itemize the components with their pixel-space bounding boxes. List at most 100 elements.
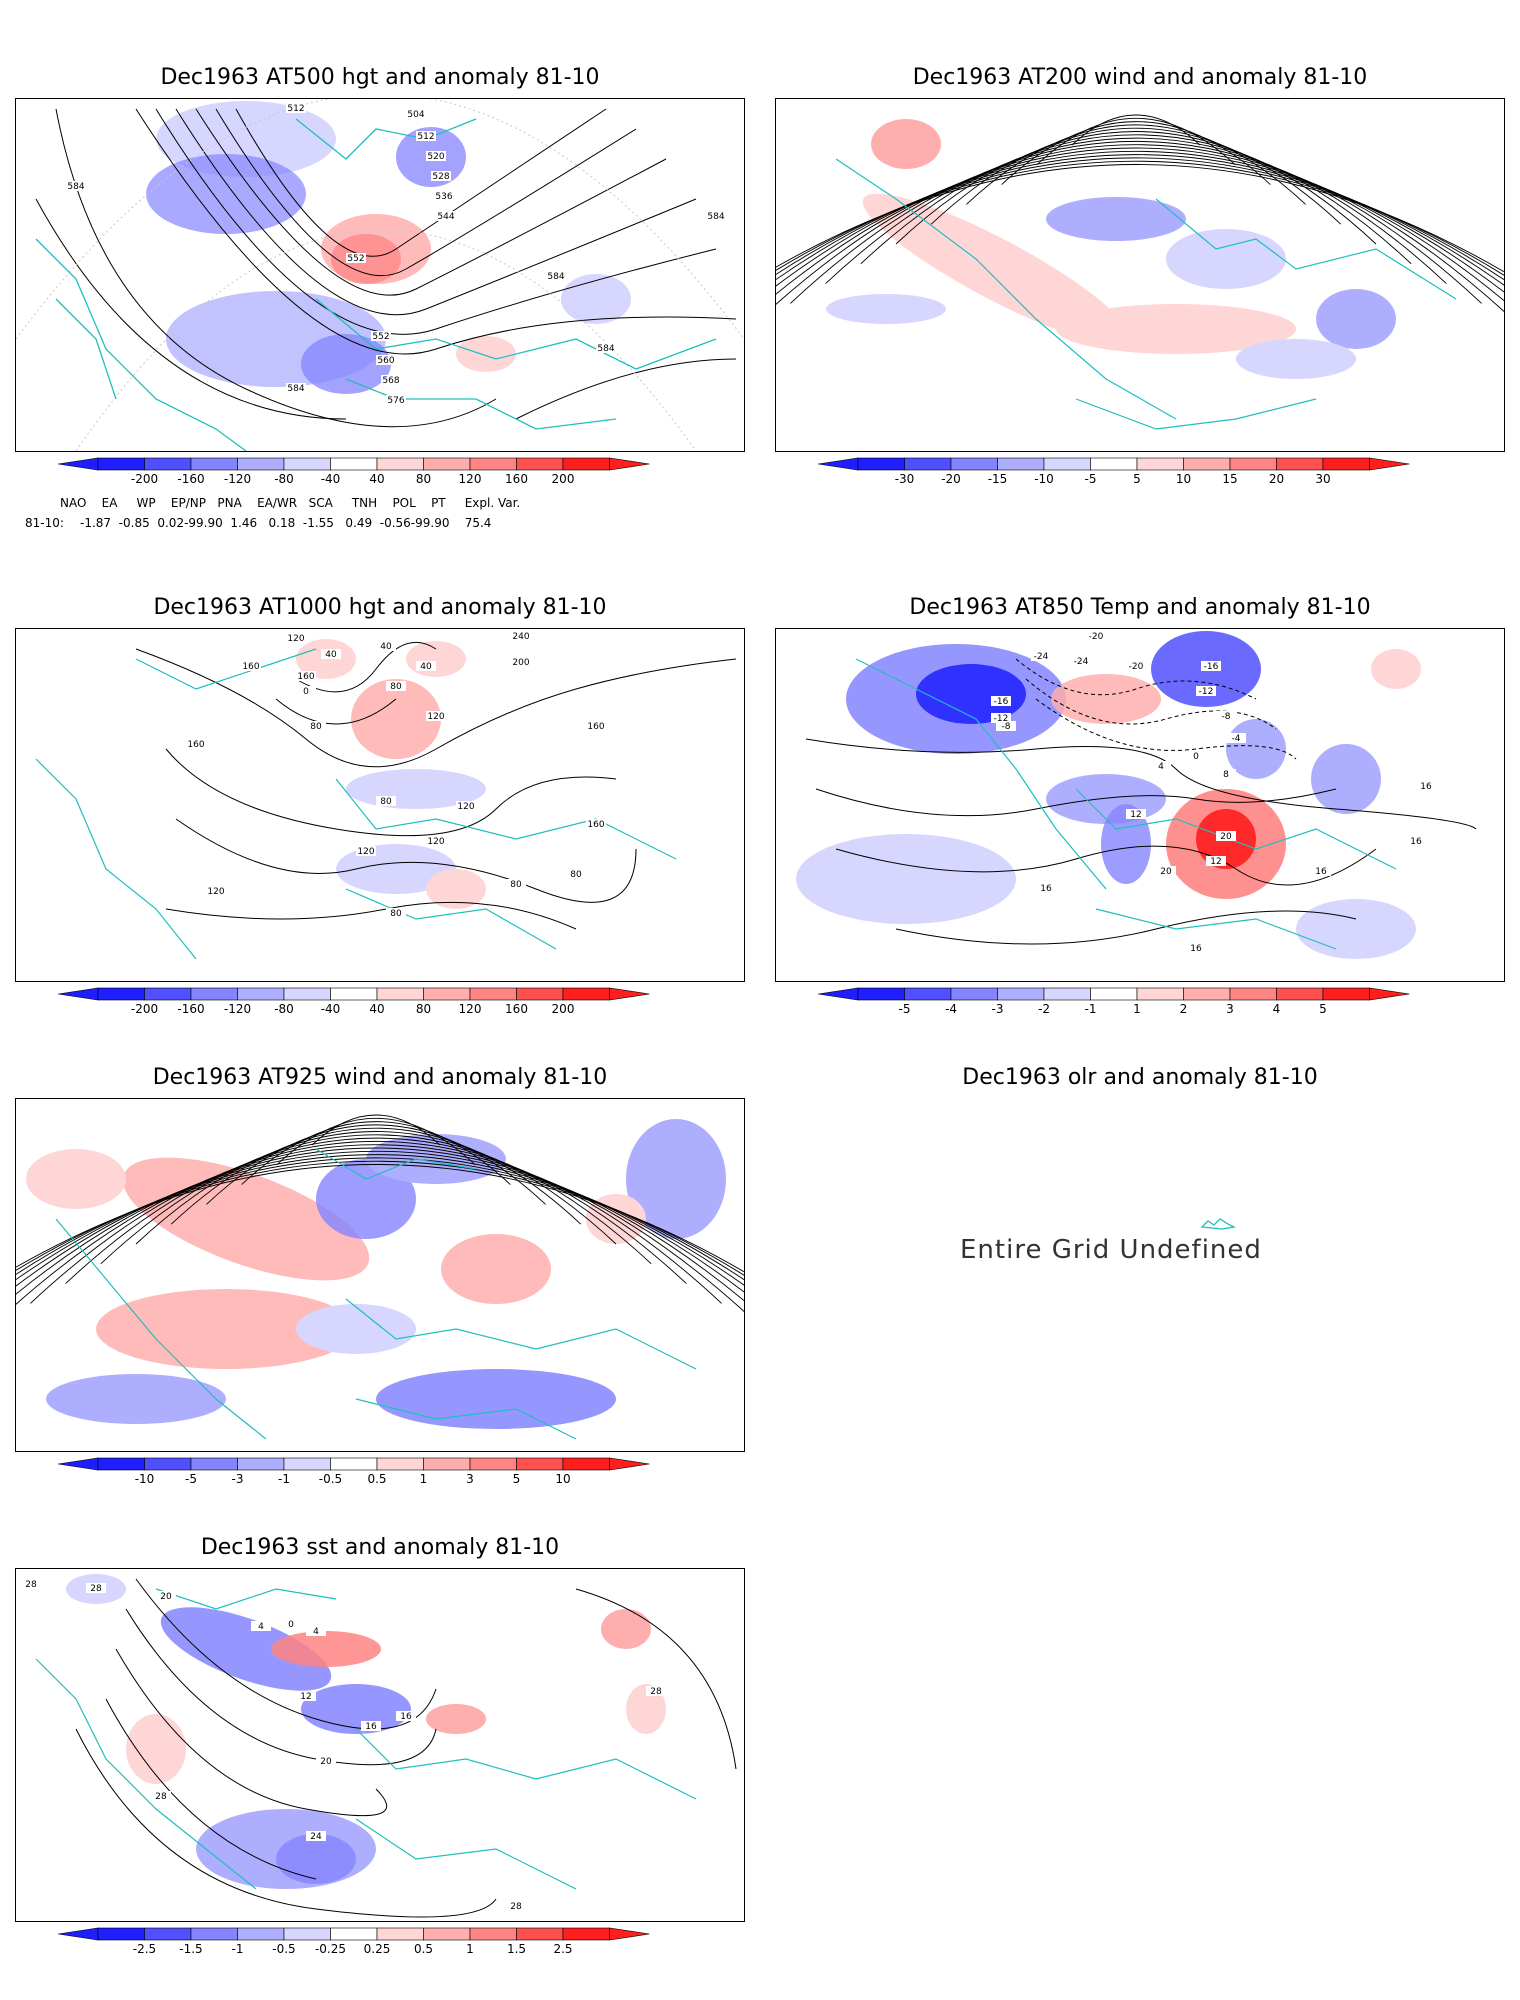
streamline (776, 154, 1504, 286)
streamline (16, 1144, 744, 1313)
anomaly-blob (1296, 899, 1416, 959)
colorbar-tick-label: -1 (232, 1942, 244, 1956)
contour-label: 16 (1410, 837, 1422, 847)
contour-label-bg (381, 375, 401, 385)
contour-label-bg (376, 796, 396, 806)
colorbar-swatch (469, 1927, 517, 1941)
contour-label: -8 (1002, 722, 1011, 732)
contour-label: 552 (347, 254, 364, 264)
contour-label: 160 (587, 820, 604, 830)
anomaly-blob (1311, 744, 1381, 814)
colorbar-tick-label: -80 (274, 472, 294, 486)
contour-label: 120 (207, 887, 224, 897)
panel-title-olr: Dec1963 olr and anomaly 81-10 (962, 1065, 1318, 1090)
anomaly-blob (426, 869, 486, 909)
contour-label-bg (416, 131, 436, 141)
map-at500-hgt: 512 504 512 520 528 536 544 552 552 560 568 576 584 5… (15, 98, 745, 452)
contour-line (115, 1648, 388, 1817)
coastline (55, 1218, 267, 1440)
anomaly-blob (46, 1374, 226, 1424)
colorbar-swatch (144, 457, 192, 471)
contour-line (215, 108, 637, 277)
colorbar-tick-label: -5 (899, 1002, 911, 1016)
contour-label-bg (86, 1583, 106, 1593)
colorbar-swatch (423, 987, 471, 1001)
contour-label-bg (376, 355, 396, 365)
coastline (345, 378, 617, 430)
streamline (776, 157, 1504, 281)
colorbar-tick-label: 160 (505, 1002, 528, 1016)
contour-label-bg (396, 1711, 416, 1721)
map-at925-wind (15, 1098, 745, 1452)
colorbar-swatch (997, 457, 1045, 471)
contour-line (895, 910, 1357, 945)
contour-label: -16 (994, 697, 1009, 707)
colorbar-swatch (330, 1927, 378, 1941)
colorbar-tick-label: -0.5 (319, 1472, 342, 1486)
colorbar-svg: -200 -160 -120 -80 -40 40 80 120 160 200 (57, 987, 650, 1016)
contour-label-bg (506, 879, 526, 889)
contour-line (135, 108, 737, 355)
contour-label-bg (376, 641, 396, 651)
colorbar-tick-label: -1.5 (179, 1942, 202, 1956)
contour-label-bg (646, 1686, 666, 1696)
streamline (776, 147, 1504, 302)
anomaly-blob (296, 1304, 416, 1354)
contour-line (835, 845, 1377, 886)
map-at200-wind (775, 98, 1505, 452)
contour-label: 120 (287, 634, 304, 644)
streamline (776, 150, 1504, 293)
contour-label: 40 (380, 642, 392, 652)
colorbar-tick-label: 0.5 (414, 1942, 433, 1956)
colorbar-arrow-left (57, 1457, 99, 1471)
contour-label-bg (436, 211, 456, 221)
contour-label-bg (251, 1621, 271, 1631)
anomaly-blob (336, 844, 456, 894)
colorbar-swatch (997, 987, 1045, 1001)
streamline (776, 164, 1504, 273)
panel-title-at850: Dec1963 AT850 Temp and anomaly 81-10 (909, 595, 1371, 620)
colorbar-tick-label: -120 (224, 1002, 251, 1016)
contour-label-bg (1186, 943, 1206, 953)
colorbar-swatch (376, 457, 424, 471)
contour-label: 584 (287, 384, 304, 394)
contour-label-bg (1196, 686, 1216, 696)
map-at500-svg: 512 504 512 520 528 536 544 552 552 560 568 576 584 5… (16, 99, 744, 451)
colorbar-swatch (144, 1927, 192, 1941)
colorbar-swatch (97, 1457, 145, 1471)
contour-label: 536 (435, 192, 452, 202)
colorbar-tick-label: 160 (505, 472, 528, 486)
streamline (16, 1150, 744, 1293)
colorbar-swatch (1322, 987, 1370, 1001)
contour-label-bg (596, 343, 616, 353)
anomaly-blob (316, 1159, 416, 1239)
anomaly-blob (626, 1684, 666, 1734)
colorbar-tick-label: -3 (232, 1472, 244, 1486)
panel-title-at1000: Dec1963 AT1000 hgt and anomaly 81-10 (153, 595, 607, 620)
contour-label: 160 (297, 672, 314, 682)
contour-label-bg (371, 331, 391, 341)
colorbar-tick-label: 30 (1315, 472, 1330, 486)
anomaly-blob (916, 664, 1026, 724)
contour-label-bg (511, 631, 531, 641)
contour-line (195, 108, 667, 296)
colorbar-tick-label: 1 (420, 1472, 428, 1486)
coastline (1155, 198, 1457, 300)
contour-label: 16 (1315, 867, 1327, 877)
anomaly-blob (826, 294, 946, 324)
contour-label-bg (286, 633, 306, 643)
contour-line (155, 108, 717, 335)
colorbar-tick-label: -40 (321, 1002, 341, 1016)
map-sst-svg: 28 28 20 4 0 4 12 16 16 20 28 24 28 28 (21, 1574, 737, 1918)
anomaly-blob (426, 1704, 486, 1734)
contour-label: 80 (390, 682, 402, 692)
colorbar-tick-label: 2.5 (553, 1942, 572, 1956)
anomaly-blob (626, 1119, 726, 1239)
contour-label-bg (1186, 751, 1206, 761)
anomaly-blob (406, 641, 466, 677)
contour-label-bg (1071, 656, 1091, 666)
contour-label-bg (1206, 856, 1226, 866)
contour-label: 24 (310, 1832, 322, 1842)
colorbar-swatch (144, 1457, 192, 1471)
anomaly-blob (1046, 197, 1186, 241)
